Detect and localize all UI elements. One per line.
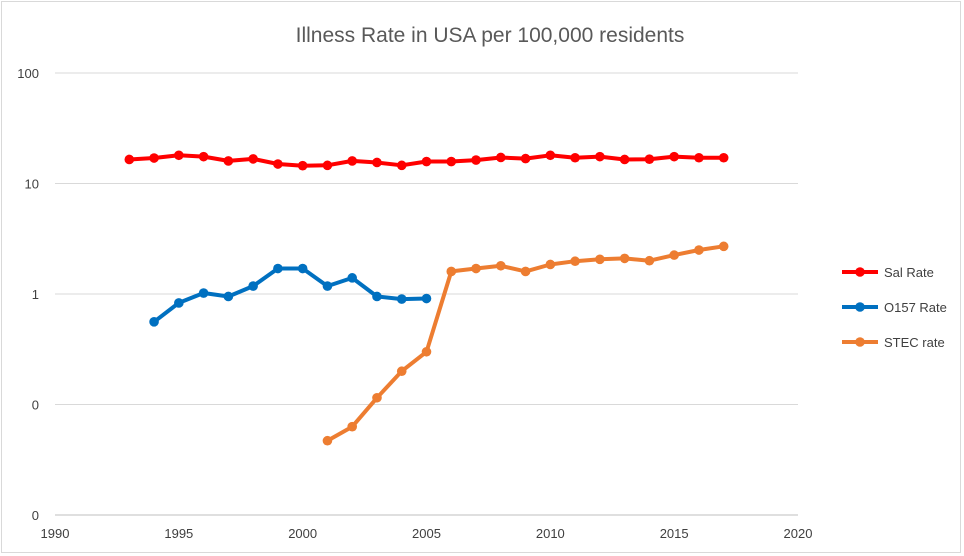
- sal-rate-data-point: [570, 152, 580, 163]
- sal-rate-data-point: [322, 160, 333, 171]
- y-tick-label: 10: [25, 177, 39, 192]
- sal-rate-data-point: [718, 152, 729, 163]
- o157-rate-data-point: [174, 298, 184, 308]
- legend-swatch-marker: [855, 302, 865, 312]
- sal-rate-data-point: [644, 154, 655, 164]
- o157-rate-data-point: [273, 263, 283, 274]
- gridlines: [55, 72, 798, 516]
- y-tick-label: 0: [32, 398, 39, 413]
- o157-rate-data-point: [248, 281, 258, 291]
- stec-rate-data-point: [644, 255, 655, 266]
- sal-rate-data-point: [421, 156, 432, 167]
- o157-rate-series-line: [152, 266, 429, 324]
- legend-item-stec-rate: STEC rate: [842, 335, 945, 350]
- sal-rate-data-point: [619, 154, 630, 165]
- o157-rate-data-point: [396, 294, 407, 304]
- legend-swatch-marker: [855, 337, 865, 347]
- sal-rate-data-point: [223, 156, 234, 166]
- sal-rate-data-point: [396, 160, 407, 171]
- o157-rate-data-point: [372, 291, 382, 302]
- stec-rate-data-point: [570, 256, 580, 267]
- sal-rate-data-point: [124, 154, 135, 165]
- o157-rate-data-point: [322, 281, 333, 291]
- sal-rate-data-point: [297, 160, 308, 171]
- x-tick-label: 2005: [412, 526, 441, 541]
- x-tick-label: 2000: [288, 526, 317, 541]
- x-tick-label: 2020: [784, 526, 813, 541]
- o157-rate-data-point: [198, 288, 209, 298]
- legend: Sal Rate O157 Rate STEC rate: [842, 265, 947, 350]
- o157-rate-data-point: [421, 293, 432, 304]
- x-tick-label: 2015: [660, 526, 689, 541]
- stec-rate-data-point: [694, 245, 704, 255]
- x-axis-ticks: 1990 1995 2000 2005 2010 2015 2020: [41, 526, 813, 541]
- stec-rate-data-point: [372, 392, 382, 403]
- stec-rate-data-point: [421, 346, 432, 357]
- stec-rate-data-point: [496, 260, 506, 271]
- o157-rate-data-point: [223, 291, 234, 302]
- sal-rate-data-point: [174, 150, 184, 161]
- sal-rate-data-point: [694, 152, 704, 163]
- stec-rate-data-point: [545, 259, 556, 270]
- y-tick-label: 0: [32, 508, 39, 523]
- sal-rate-data-point: [347, 156, 358, 166]
- o157-rate-data-point: [297, 263, 308, 274]
- o157-rate-data-point: [347, 273, 358, 283]
- stec-rate-data-point: [396, 366, 407, 377]
- x-tick-label: 1990: [41, 526, 70, 541]
- plot-area: [124, 150, 729, 446]
- stec-rate-data-point: [520, 266, 531, 277]
- sal-rate-data-point: [520, 153, 531, 164]
- sal-rate-data-point: [446, 156, 457, 167]
- y-axis-ticks: 0 0 1 10 100: [17, 66, 39, 523]
- sal-rate-data-point: [372, 157, 382, 168]
- x-tick-label: 2010: [536, 526, 565, 541]
- sal-rate-data-point: [595, 151, 605, 162]
- sal-rate-data-point: [149, 153, 159, 163]
- stec-rate-data-point: [471, 263, 481, 274]
- sal-rate-data-point: [545, 150, 556, 161]
- sal-rate-data-point: [669, 151, 679, 162]
- stec-rate-data-point: [619, 253, 630, 264]
- stec-rate-data-point: [446, 266, 457, 277]
- sal-rate-data-point: [198, 151, 209, 162]
- legend-label: STEC rate: [884, 335, 945, 350]
- legend-label: O157 Rate: [884, 300, 947, 315]
- stec-rate-data-point: [718, 241, 729, 252]
- y-tick-label: 1: [32, 287, 39, 302]
- sal-rate-data-point: [273, 159, 283, 169]
- legend-label: Sal Rate: [884, 265, 934, 280]
- stec-rate-data-point: [595, 254, 605, 265]
- chart-title: Illness Rate in USA per 100,000 resident…: [296, 24, 685, 47]
- legend-item-o157-rate: O157 Rate: [842, 300, 947, 315]
- legend-swatch-marker: [855, 267, 865, 277]
- sal-rate-data-point: [496, 152, 506, 163]
- y-tick-label: 100: [17, 66, 39, 81]
- stec-rate-data-point: [669, 250, 679, 260]
- legend-item-sal-rate: Sal Rate: [842, 265, 934, 280]
- sal-rate-data-point: [471, 155, 481, 165]
- sal-rate-data-point: [248, 154, 258, 164]
- stec-rate-data-point: [322, 435, 333, 446]
- x-tick-label: 1995: [164, 526, 193, 541]
- stec-rate-data-point: [347, 421, 358, 432]
- o157-rate-data-point: [149, 317, 159, 327]
